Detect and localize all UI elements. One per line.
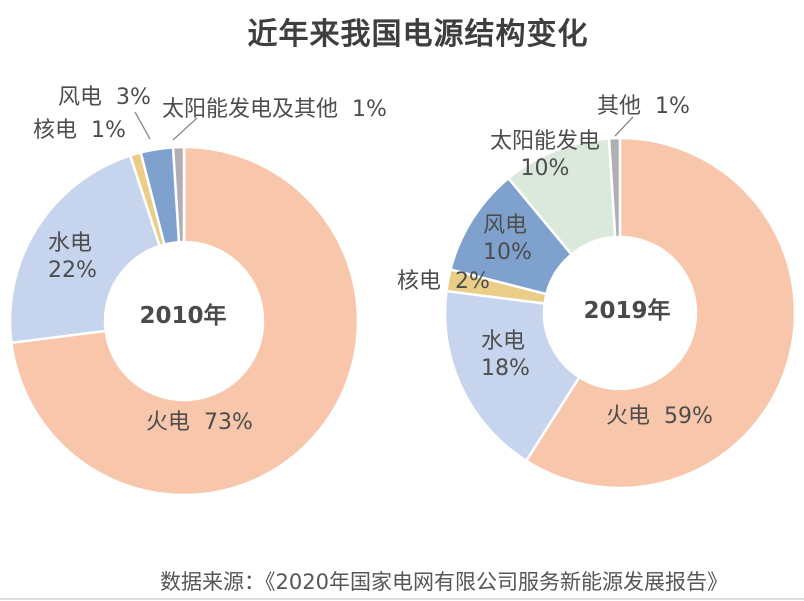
- slice-label-wind-2010: 风电 3%: [58, 85, 151, 110]
- slice-label-hydro-2019: 水电 18%: [481, 329, 530, 381]
- slice-label-nuclear-2010: 核电 1%: [33, 118, 126, 143]
- bottom-divider: [0, 598, 804, 600]
- page-title: 近年来我国电源结构变化: [247, 17, 589, 52]
- donut-center-label-2010: 2010年: [139, 303, 227, 329]
- slice-other-2010: [171, 145, 186, 244]
- donut-2019: [443, 136, 797, 490]
- slice-thermal-2010: [10, 145, 360, 497]
- leader-line-other-2019: [614, 116, 634, 137]
- slice-label-other-2019: 其他 1%: [597, 94, 690, 119]
- slice-label-hydro-2010: 水电 22%: [48, 231, 97, 283]
- slice-label-wind-2019: 风电 10%: [483, 213, 532, 265]
- slice-label-nuclear-2019: 核电 2%: [397, 269, 490, 294]
- slice-hydro-2019: [443, 289, 581, 463]
- donut-center-label-2019: 2019年: [583, 298, 671, 324]
- leader-line-solar-other-2010: [172, 117, 198, 141]
- slice-label-thermal-2010: 火电 73%: [146, 410, 253, 435]
- slice-label-solar-2019: 太阳能发电 10%: [489, 129, 600, 181]
- slice-label-thermal-2019: 火电 59%: [606, 404, 713, 429]
- slice-other-2019: [607, 136, 622, 239]
- donut-2010: [8, 145, 360, 497]
- slice-thermal-2019: [524, 136, 797, 490]
- slice-hydro-2010: [8, 154, 161, 345]
- data-source-caption: 数据来源：《2020年国家电网有限公司服务新能源发展报告》: [160, 570, 728, 594]
- slice-label-solar-other-2010: 太阳能发电及其他 1%: [162, 97, 387, 122]
- leader-line-wind-2010: [134, 111, 151, 140]
